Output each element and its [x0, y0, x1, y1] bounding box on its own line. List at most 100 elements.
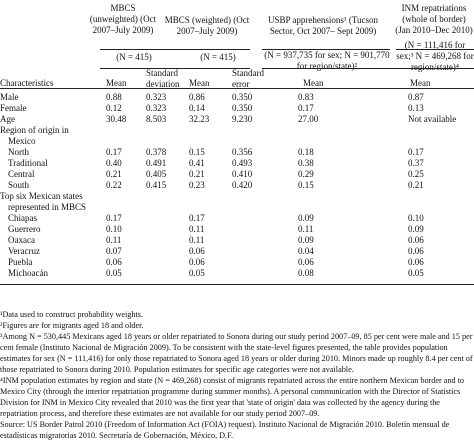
cell-mbcs-unweighted-sd: 0.323: [146, 92, 167, 102]
col-mean-4: Mean: [410, 78, 431, 88]
table-row: Central 0.21 0.405 0.21 0.410 0.29 0.25: [0, 169, 474, 180]
col-mean-3: Mean: [303, 78, 324, 88]
row-label: Male: [0, 92, 19, 102]
cell-usbp-mean: 0.06: [298, 257, 314, 267]
n-mbcs-weighted: (N = 415): [200, 52, 236, 62]
body-top-rule: [0, 88, 474, 89]
table-header: MBCS (unweighted) (Oct 2007–July 2009) M…: [0, 0, 474, 89]
row-label: Mexico: [8, 136, 36, 146]
cell-inm-mean: 0.05: [408, 268, 424, 278]
cell-mbcs-weighted-se: 0.350: [232, 92, 253, 102]
col-mean-1: Mean: [106, 78, 127, 88]
row-label: Puebla: [8, 257, 33, 267]
header-usbp: USBP apprehensions¹ (Tucson Sector, Oct …: [267, 15, 379, 36]
n-inm: (N = 111,416 for sex;³ N = 469,268 for r…: [396, 40, 474, 72]
cell-mbcs-weighted-mean: 0.14: [189, 103, 205, 113]
cell-mbcs-weighted-mean: 0.05: [189, 268, 205, 278]
note-4: ⁴INM population estimates by region and …: [0, 375, 465, 418]
table-row: Veracruz 0.07 0.06 0.04 0.06: [0, 246, 474, 257]
note-source: Source: US Border Patrol 2010 (Freedom o…: [0, 419, 450, 440]
cell-mbcs-unweighted-mean: 30.48: [106, 114, 127, 124]
cell-usbp-mean: 0.18: [298, 147, 314, 157]
cell-mbcs-unweighted-mean: 0.40: [106, 158, 122, 168]
cell-mbcs-weighted-se: 0.410: [232, 169, 253, 179]
cell-mbcs-weighted-mean: 0.86: [189, 92, 205, 102]
cell-mbcs-weighted-se: 0.420: [232, 180, 253, 190]
row-label: Central: [8, 169, 35, 179]
cell-mbcs-weighted-se: 9.230: [232, 114, 253, 124]
row-label: Chiapas: [8, 213, 37, 223]
cell-inm-mean: 0.25: [408, 169, 424, 179]
cell-mbcs-unweighted-mean: 0.17: [106, 147, 122, 157]
header-inm: INM repatriations (whole of border) (Jan…: [395, 3, 473, 35]
header-rule-usbp: [262, 49, 390, 50]
note-3: ³Among N = 530,445 Mexicans aged 18 year…: [0, 331, 473, 374]
note-1: ¹Data used to construct probability weig…: [0, 310, 143, 319]
row-label: North: [8, 147, 29, 157]
cell-mbcs-unweighted-mean: 0.06: [106, 257, 122, 267]
cell-usbp-mean: 0.04: [298, 246, 314, 256]
header-rule-3: [262, 68, 474, 69]
table-row: Age 30.48 8.503 32.23 9.230 27.00 Not availabl…: [0, 114, 474, 125]
cell-mbcs-unweighted-sd: 0.323: [146, 103, 167, 113]
cell-inm-mean: 0.10: [408, 213, 424, 223]
cell-mbcs-unweighted-mean: 0.11: [106, 235, 122, 245]
table-row: Guerrero 0.10 0.11 0.11 0.09: [0, 224, 474, 235]
cell-mbcs-unweighted-sd: 0.405: [146, 169, 167, 179]
cell-mbcs-weighted-se: 0.350: [232, 103, 253, 113]
cell-inm-mean: 0.21: [408, 180, 424, 190]
table-row: Oaxaca 0.11 0.11 0.09 0.06: [0, 235, 474, 246]
table-row: South 0.22 0.415 0.23 0.420 0.15 0.21: [0, 180, 474, 191]
col-sd: Standard deviation: [146, 68, 180, 89]
cell-inm-mean: 0.17: [408, 147, 424, 157]
cell-mbcs-weighted-mean: 0.23: [189, 180, 205, 190]
cell-mbcs-weighted-mean: 0.06: [189, 257, 205, 267]
cell-inm-mean: 0.06: [408, 235, 424, 245]
cell-usbp-mean: 0.83: [298, 92, 314, 102]
cell-inm-mean: 0.87: [408, 92, 424, 102]
cell-mbcs-unweighted-mean: 0.10: [106, 224, 122, 234]
n-usbp: (N = 937,735 for sex; N = 901,770 for re…: [264, 50, 390, 71]
table-row: Male 0.88 0.323 0.86 0.350 0.83 0.87: [0, 92, 474, 103]
cell-usbp-mean: 0.17: [298, 103, 314, 113]
cell-mbcs-unweighted-mean: 0.17: [106, 213, 122, 223]
col-mean-2: Mean: [189, 78, 210, 88]
row-label: Top six Mexican states: [0, 191, 83, 201]
n-mbcs-unweighted: (N = 415): [116, 52, 152, 62]
cell-usbp-mean: 0.15: [298, 180, 314, 190]
cell-inm-mean: 0.09: [408, 224, 424, 234]
cell-inm-mean: Not available: [408, 114, 457, 124]
table-row: Female 0.12 0.323 0.14 0.350 0.17 0.13: [0, 103, 474, 114]
table-row: Region of origin in: [0, 125, 474, 136]
table-row: Traditional 0.40 0.491 0.41 0.493 0.38 0.37: [0, 158, 474, 169]
table-row: North 0.17 0.378 0.15 0.356 0.18 0.17: [0, 147, 474, 158]
cell-usbp-mean: 27.00: [298, 114, 319, 124]
cell-mbcs-weighted-mean: 0.41: [189, 158, 205, 168]
row-label: Oaxaca: [8, 235, 35, 245]
row-label: Guerrero: [8, 224, 41, 234]
col-se: Standard error: [232, 68, 264, 89]
table-row: represented in MBCS: [0, 202, 474, 213]
cell-mbcs-weighted-se: 0.493: [232, 158, 253, 168]
cell-mbcs-unweighted-mean: 0.22: [106, 180, 122, 190]
cell-mbcs-weighted-mean: 0.15: [189, 147, 205, 157]
col-characteristics: Characteristics: [0, 78, 54, 88]
cell-mbcs-unweighted-mean: 0.88: [106, 92, 122, 102]
row-label: Traditional: [8, 158, 48, 168]
data-table: MBCS (unweighted) (Oct 2007–July 2009) M…: [0, 0, 474, 285]
table-row: Top six Mexican states: [0, 191, 474, 202]
header-rule-2: [100, 68, 250, 69]
row-label: Female: [0, 103, 27, 113]
cell-mbcs-weighted-mean: 0.11: [189, 224, 205, 234]
cell-inm-mean: 0.37: [408, 158, 424, 168]
cell-mbcs-unweighted-mean: 0.05: [106, 268, 122, 278]
row-label: Age: [0, 114, 15, 124]
row-label: Veracruz: [8, 246, 40, 256]
table-row: Chiapas 0.17 0.17 0.09 0.10: [0, 213, 474, 224]
table-row: Puebla 0.06 0.06 0.06 0.06: [0, 257, 474, 268]
cell-inm-mean: 0.06: [408, 246, 424, 256]
cell-mbcs-weighted-mean: 0.21: [189, 169, 205, 179]
cell-mbcs-weighted-mean: 0.17: [189, 213, 205, 223]
cell-mbcs-unweighted-sd: 0.491: [146, 158, 167, 168]
